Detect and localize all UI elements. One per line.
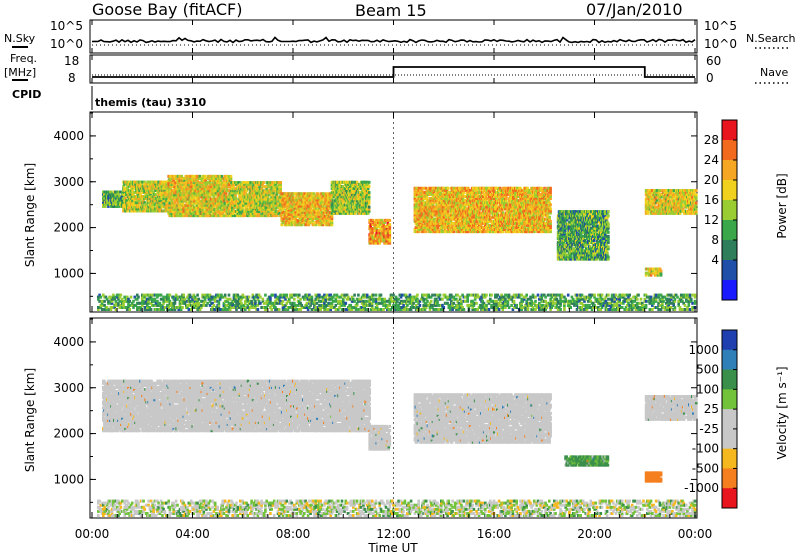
nave-label: Nave (760, 66, 788, 79)
echo-region (167, 175, 232, 217)
echo-region (331, 181, 371, 215)
echo-region (102, 191, 124, 208)
echo-cell (368, 191, 371, 194)
noise-ytick-bottom: 10^0 (50, 37, 83, 51)
echo-cell (230, 175, 233, 178)
echo-cell (389, 219, 392, 222)
echo-region (122, 181, 169, 213)
echo-cell (447, 187, 450, 190)
station-title: Goose Bay (fitACF) (92, 0, 242, 19)
noise-ytick-top: 10^5 (50, 19, 83, 33)
mhz-label: [MHz] (4, 66, 36, 79)
nsky-label: N.Sky (4, 32, 36, 45)
freq-ytick-top: 18 (64, 54, 79, 68)
noise-rtick-top: 10^5 (704, 19, 737, 33)
echo-cell (368, 206, 371, 209)
noise-rtick-bottom: 10^0 (704, 37, 737, 51)
cpid-label: CPID (12, 88, 41, 101)
echo-cell (368, 185, 371, 188)
echo-cell (368, 181, 371, 184)
freq-ytick-bottom: 8 (68, 71, 76, 85)
nsearch-label: N.Search (746, 32, 796, 45)
echo-cell (262, 181, 265, 184)
beam-title: Beam 15 (355, 1, 427, 20)
echo-cell (279, 181, 282, 184)
cpid-text: themis (tau) 3310 (95, 96, 207, 109)
date-title: 07/Jan/2010 (586, 0, 683, 19)
freq-rtick-bottom: 0 (706, 71, 714, 85)
power-data-layer (97, 175, 698, 311)
echo-cell (389, 223, 392, 226)
echo-region (414, 187, 552, 233)
echo-region (280, 192, 333, 226)
freq-label: Freq. (10, 52, 37, 65)
nsky-series-line (92, 37, 695, 42)
echo-region (230, 181, 282, 217)
freq-rtick-top: 60 (706, 54, 721, 68)
echo-region (368, 219, 391, 245)
